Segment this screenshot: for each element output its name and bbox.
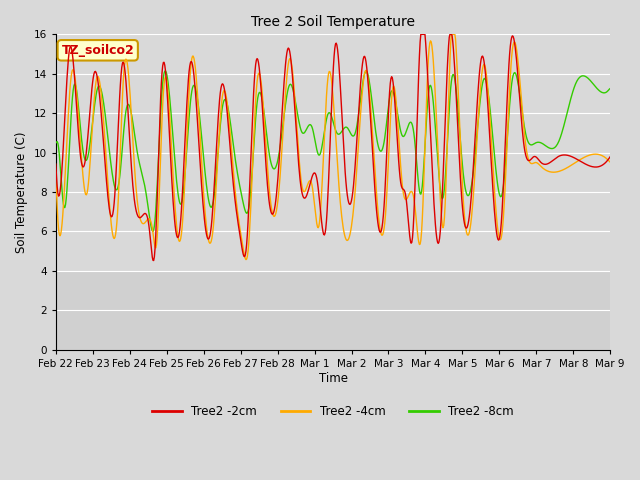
- Legend: Tree2 -2cm, Tree2 -4cm, Tree2 -8cm: Tree2 -2cm, Tree2 -4cm, Tree2 -8cm: [148, 400, 518, 423]
- Tree2 -8cm: [149, 228, 157, 234]
- Tree2 -2cm: [607, 154, 614, 159]
- Tree2 -4cm: [406, 190, 413, 196]
- Tree2 -2cm: [150, 258, 157, 264]
- Tree2 -4cm: [474, 125, 481, 131]
- Tree2 -4cm: [531, 160, 538, 166]
- Tree2 -4cm: [86, 163, 93, 169]
- Tree2 -4cm: [242, 257, 250, 263]
- Tree2 -8cm: [607, 85, 614, 91]
- Tree2 -8cm: [531, 141, 538, 146]
- Tree2 -2cm: [531, 154, 538, 159]
- Tree2 -2cm: [417, 32, 425, 37]
- Line: Tree2 -4cm: Tree2 -4cm: [56, 35, 611, 260]
- Tree2 -8cm: [162, 68, 170, 74]
- Bar: [56, 271, 611, 350]
- Y-axis label: Soil Temperature (C): Soil Temperature (C): [15, 131, 28, 253]
- X-axis label: Time: Time: [319, 372, 348, 384]
- Tree2 -2cm: [52, 161, 60, 167]
- Title: Tree 2 Soil Temperature: Tree 2 Soil Temperature: [251, 15, 415, 29]
- Tree2 -2cm: [374, 224, 382, 230]
- Tree2 -8cm: [86, 142, 93, 148]
- Line: Tree2 -2cm: Tree2 -2cm: [56, 35, 611, 261]
- Tree2 -4cm: [52, 176, 60, 181]
- Text: TZ_soilco2: TZ_soilco2: [61, 44, 134, 57]
- Tree2 -2cm: [474, 93, 481, 98]
- Tree2 -8cm: [406, 119, 414, 125]
- Line: Tree2 -8cm: Tree2 -8cm: [56, 71, 611, 231]
- Tree2 -4cm: [447, 32, 455, 37]
- Tree2 -4cm: [607, 159, 614, 165]
- Tree2 -2cm: [406, 233, 413, 239]
- Tree2 -8cm: [474, 123, 481, 129]
- Tree2 -8cm: [375, 146, 383, 152]
- Tree2 -2cm: [86, 109, 93, 115]
- Tree2 -8cm: [390, 91, 397, 96]
- Tree2 -4cm: [389, 84, 397, 90]
- Tree2 -4cm: [374, 214, 382, 220]
- Tree2 -8cm: [52, 140, 60, 146]
- Tree2 -2cm: [389, 79, 397, 85]
